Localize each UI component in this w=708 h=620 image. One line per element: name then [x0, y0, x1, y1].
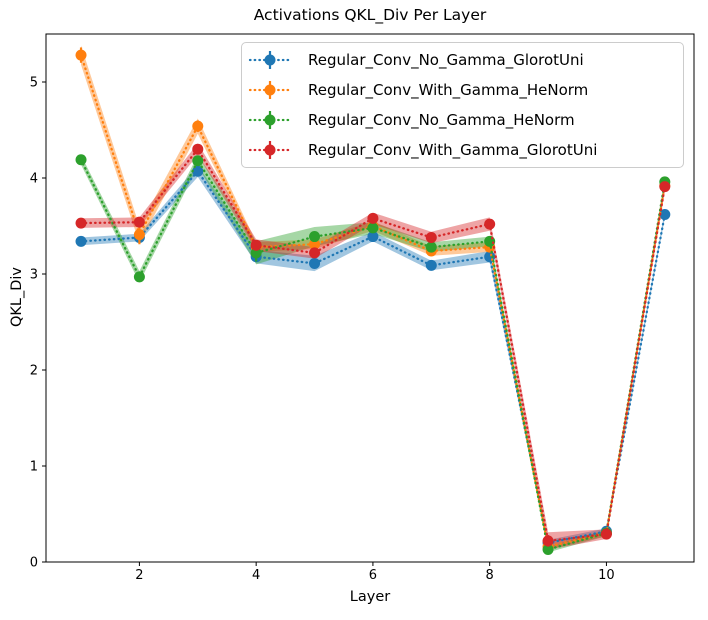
data-point-marker [75, 235, 87, 247]
data-point-marker [192, 165, 204, 177]
plot-frame [45, 33, 695, 563]
legend-key-errorbar-icon [248, 140, 292, 159]
legend-item: Regular_Conv_No_Gamma_HeNorm [248, 105, 677, 134]
x-tick-label: 8 [486, 568, 494, 583]
legend-item: Regular_Conv_With_Gamma_HeNorm [248, 76, 677, 105]
data-point-marker [133, 216, 145, 228]
y-tick-label: 2 [30, 364, 38, 379]
legend-marker [264, 54, 276, 66]
data-point-marker [600, 528, 612, 540]
data-point-marker [425, 259, 437, 271]
legend-item: Regular_Conv_With_Gamma_GlorotUni [248, 135, 677, 164]
series-line [79, 169, 666, 545]
legend-key-errorbar-icon [248, 51, 292, 70]
x-tick-label: 2 [135, 568, 143, 583]
legend-label: Regular_Conv_With_Gamma_GlorotUni [308, 140, 598, 159]
data-point-marker [484, 218, 496, 230]
data-point-marker [367, 212, 379, 224]
data-point-marker [367, 231, 379, 243]
data-point-marker [192, 155, 204, 167]
legend-key-errorbar-icon [248, 110, 292, 129]
data-point-marker [250, 239, 262, 251]
legend-marker [264, 114, 276, 126]
series-regular_conv_with_gamma_glorotuni [75, 143, 671, 547]
data-point-marker [192, 143, 204, 155]
series-regular_conv_no_gamma_henorm [75, 154, 671, 556]
data-point-marker [659, 181, 671, 193]
data-point-marker [309, 231, 321, 243]
y-tick-label: 5 [30, 76, 38, 91]
data-point-marker [659, 208, 671, 220]
legend: Regular_Conv_No_Gamma_GlorotUni Regular_C… [241, 42, 684, 168]
legend-marker [264, 144, 276, 156]
data-point-marker [75, 49, 87, 61]
data-point-marker [309, 257, 321, 269]
y-axis-label: QKL_Div [9, 266, 25, 328]
x-tick-label: 4 [252, 568, 260, 583]
data-point-marker [367, 222, 379, 234]
legend-marker [264, 84, 276, 96]
legend-key-errorbar-icon [248, 81, 292, 100]
y-tick-label: 3 [30, 268, 38, 283]
data-point-marker [133, 271, 145, 283]
legend-label: Regular_Conv_With_Gamma_HeNorm [308, 81, 589, 100]
data-point-marker [425, 232, 437, 244]
data-point-marker [542, 544, 554, 556]
data-point-marker [75, 217, 87, 229]
x-tick-label: 10 [598, 568, 615, 583]
legend-label: Regular_Conv_No_Gamma_GlorotUni [308, 51, 584, 70]
chart-title: Activations QKL_Div Per Layer [253, 6, 487, 24]
y-tick-label: 1 [30, 460, 38, 475]
data-point-marker [309, 247, 321, 259]
x-axis-label: Layer [349, 589, 391, 605]
data-point-marker [75, 154, 87, 166]
legend-label: Regular_Conv_No_Gamma_HeNorm [308, 110, 575, 129]
data-point-marker [192, 120, 204, 132]
data-point-marker [542, 535, 554, 547]
legend-item: Regular_Conv_No_Gamma_GlorotUni [248, 46, 677, 75]
data-point-marker [484, 235, 496, 247]
data-point-marker [133, 229, 145, 241]
y-tick-label: 0 [30, 556, 38, 571]
data-point-marker [250, 247, 262, 259]
y-tick-label: 4 [30, 172, 38, 187]
x-tick-label: 6 [369, 568, 377, 583]
data-point-marker [309, 238, 321, 250]
data-point-marker [425, 241, 437, 253]
